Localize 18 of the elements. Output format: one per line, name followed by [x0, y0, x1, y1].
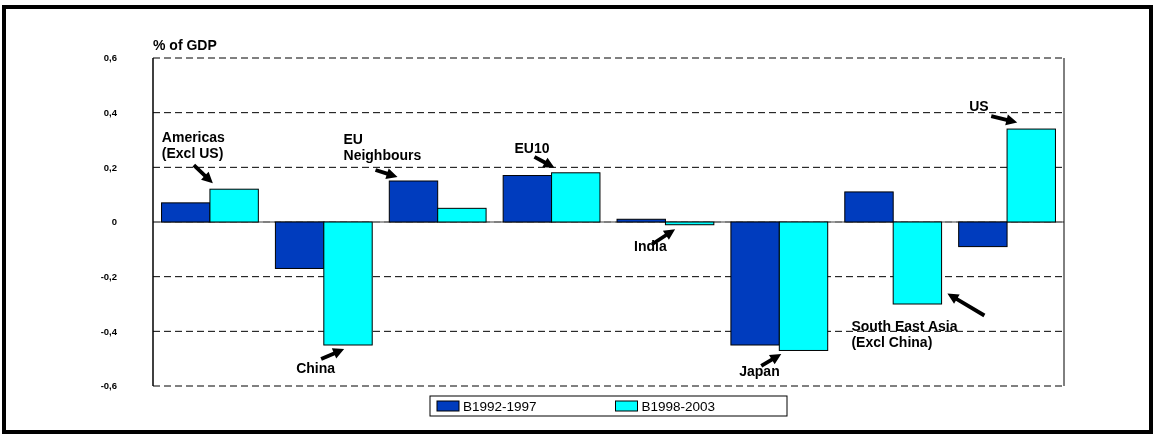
- y-tick-label: 0: [111, 216, 117, 228]
- y-tick-label: -0,2: [100, 270, 117, 282]
- x-tick-label: China: [296, 360, 336, 376]
- y-tick-label: 0,4: [103, 106, 118, 118]
- x-tick-label: US: [969, 98, 989, 115]
- y-tick-label: -0,4: [100, 325, 118, 337]
- y-tick-label: 0,6: [103, 52, 117, 64]
- y-axis-title: % of GDP: [153, 37, 217, 53]
- y-tick-label: -0,6: [100, 380, 117, 392]
- legend-label: B1998-2003: [641, 399, 716, 414]
- x-tick-label: Americas (Excl US): [161, 129, 226, 162]
- y-tick-label: 0,2: [103, 161, 117, 173]
- x-tick-label: South East Asia (Excl China): [851, 317, 958, 350]
- legend-label: B1992-1997: [463, 399, 537, 414]
- x-tick-label: EU Neighbours: [343, 131, 422, 163]
- x-tick-label: EU10: [514, 139, 550, 156]
- x-tick-label: India: [634, 238, 667, 255]
- x-tick-label: Japan: [739, 362, 780, 379]
